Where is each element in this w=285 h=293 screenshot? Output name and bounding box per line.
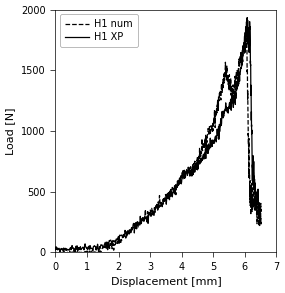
H1 num [54, 251, 57, 254]
Line: H1 num: H1 num [56, 22, 261, 255]
Line: H1 XP: H1 XP [56, 18, 261, 253]
H1 num [56, 254, 59, 257]
Legend: H1 num, H1 XP: H1 num, H1 XP [60, 14, 138, 47]
H1 num [148, 210, 152, 214]
H1 num [232, 89, 236, 93]
Y-axis label: Load [N]: Load [N] [5, 107, 16, 155]
H1 num [87, 251, 91, 255]
H1 num [215, 109, 218, 112]
H1 XP [153, 209, 156, 213]
H1 num [259, 207, 263, 210]
X-axis label: Displacement [mm]: Displacement [mm] [111, 277, 221, 287]
H1 XP [241, 50, 244, 54]
H1 XP [54, 248, 57, 252]
H1 XP [259, 221, 263, 225]
H1 XP [85, 247, 88, 250]
H1 XP [97, 251, 100, 255]
H1 XP [246, 16, 249, 19]
H1 num [153, 206, 156, 209]
H1 XP [64, 246, 67, 250]
H1 XP [148, 212, 152, 215]
H1 num [65, 251, 68, 255]
H1 XP [219, 121, 222, 125]
H1 num [245, 20, 248, 23]
